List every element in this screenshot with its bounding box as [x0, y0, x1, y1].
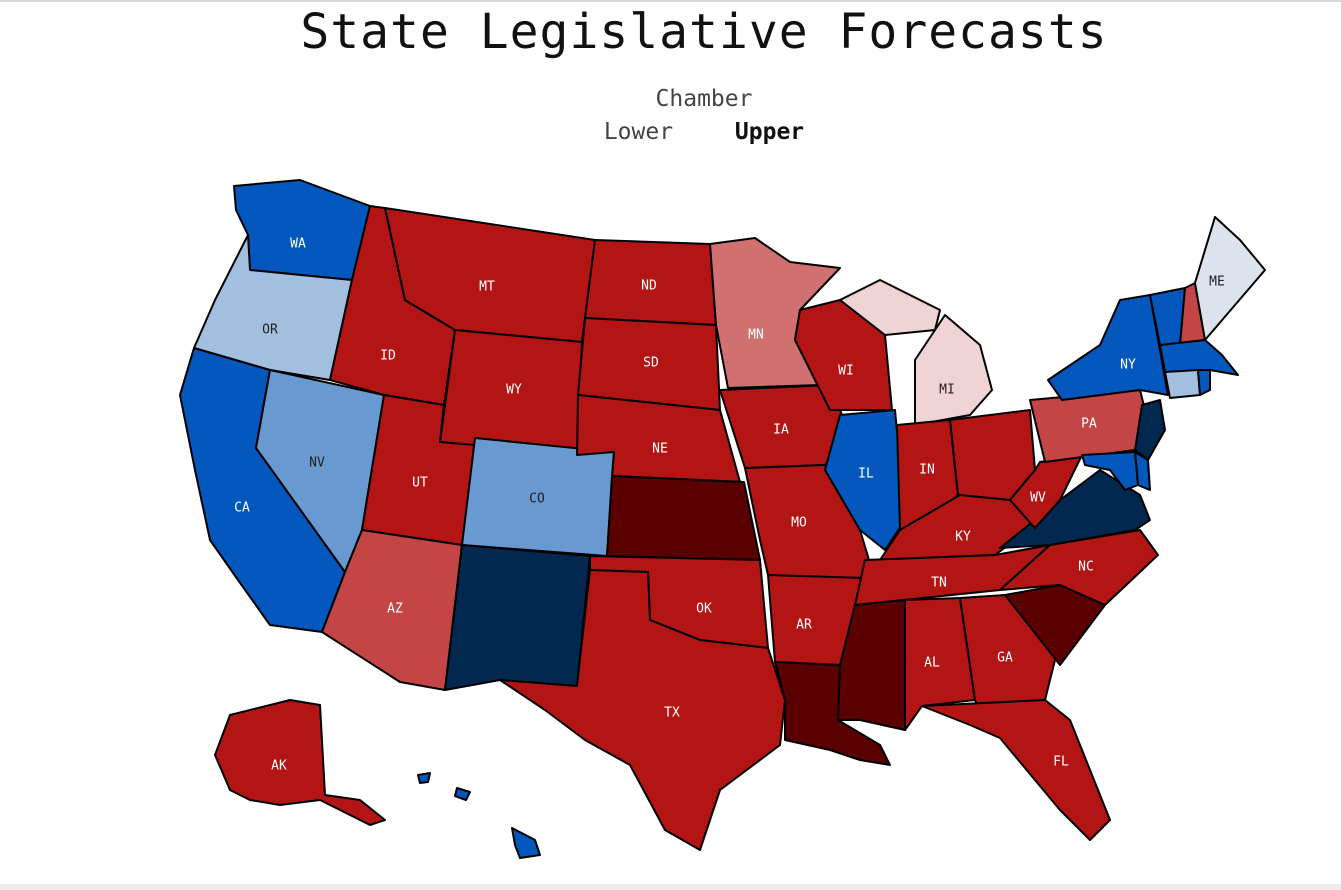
label-OR: OR [262, 323, 278, 338]
label-IL: IL [858, 467, 874, 482]
state-VA[interactable] [999, 469, 1151, 549]
label-MI: MI [939, 383, 955, 398]
label-TX: TX [664, 706, 680, 721]
label-TN: TN [931, 576, 947, 591]
state-AK[interactable] [214, 699, 386, 826]
state-NY[interactable] [1047, 294, 1169, 401]
state-NM[interactable] [444, 544, 591, 691]
state-TX[interactable] [499, 569, 786, 851]
label-FL: FL [1053, 755, 1069, 770]
label-CO: CO [529, 492, 545, 507]
label-AL: AL [924, 656, 940, 671]
state-FL[interactable] [921, 699, 1111, 841]
label-NE: NE [652, 442, 668, 457]
label-WA: WA [290, 237, 306, 252]
label-ND: ND [641, 279, 657, 294]
label-GA: GA [997, 651, 1013, 666]
label-MO: MO [791, 516, 807, 531]
page-title: State Legislative Forecasts [300, 4, 1108, 60]
label-OK: OK [696, 602, 712, 617]
state-MD[interactable] [1081, 451, 1139, 491]
label-WV: WV [1030, 491, 1046, 506]
chamber-toggle: Lower Upper [0, 119, 1341, 145]
state-MI-upper[interactable] [839, 279, 941, 336]
state-CT[interactable] [1164, 369, 1201, 399]
label-AR: AR [796, 618, 812, 633]
label-ME: ME [1209, 275, 1225, 290]
label-WY: WY [506, 383, 522, 398]
label-NC: NC [1078, 560, 1094, 575]
chamber-lower-tab[interactable]: Lower [603, 119, 674, 145]
state-HI-island[interactable] [454, 787, 471, 801]
bottom-border [0, 884, 1341, 890]
label-NV: NV [309, 456, 325, 471]
label-ID: ID [380, 349, 396, 364]
state-HI-island[interactable] [417, 772, 431, 784]
label-MN: MN [748, 328, 764, 343]
state-OR[interactable] [193, 234, 353, 381]
chamber-upper-tab[interactable]: Upper [734, 119, 805, 145]
top-border [0, 0, 1341, 2]
state-IL[interactable] [824, 409, 906, 551]
label-KY: KY [955, 530, 971, 545]
state-WA[interactable] [233, 179, 371, 281]
state-HI[interactable] [511, 827, 541, 859]
state-AL[interactable] [904, 597, 976, 731]
label-AK: AK [271, 759, 287, 774]
state-shapes [179, 179, 1266, 859]
label-SD: SD [643, 356, 659, 371]
label-PA: PA [1081, 417, 1097, 432]
state-labels: WA OR CA NV ID MT WY UT AZ CO ND SD NE O… [234, 237, 1225, 774]
label-MT: MT [479, 280, 495, 295]
label-WI: WI [838, 364, 854, 379]
label-IA: IA [773, 423, 789, 438]
state-KS[interactable] [606, 475, 761, 561]
state-RI[interactable] [1197, 369, 1211, 396]
label-CA: CA [234, 501, 250, 516]
chamber-label: Chamber [655, 86, 753, 112]
label-IN: IN [919, 463, 935, 478]
label-AZ: AZ [387, 602, 403, 617]
label-NY: NY [1120, 358, 1136, 373]
state-ME[interactable] [1194, 216, 1266, 341]
label-UT: UT [412, 476, 428, 491]
state-NJ[interactable] [1134, 399, 1166, 461]
